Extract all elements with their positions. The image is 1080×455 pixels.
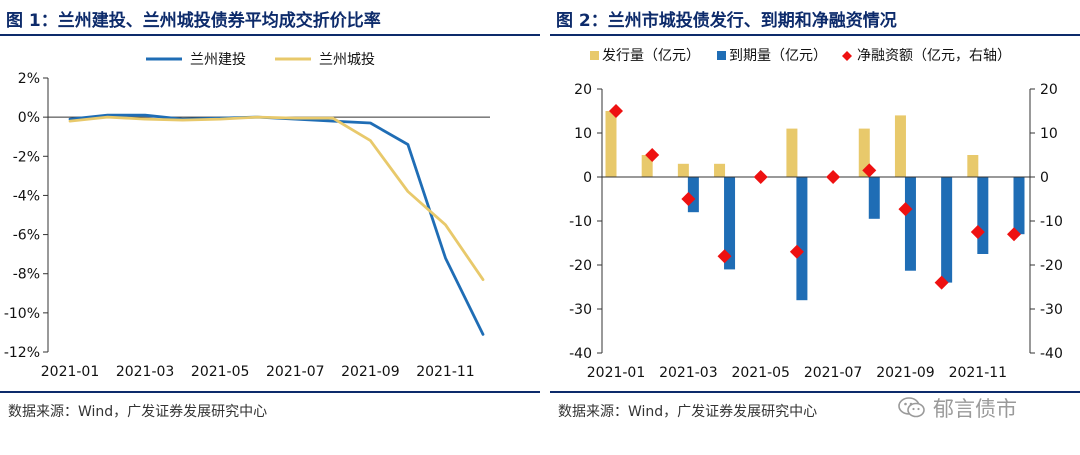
y2-tick-label: 0 [1040,170,1049,186]
x-tick-label: 2021-03 [116,364,175,380]
y-tick-label: -6% [13,228,40,244]
y-tick-label: -30 [569,302,592,318]
watermark-text: 郁言债市 [933,397,1017,421]
chart-title-bar: 图 1：兰州建投、兰州城投债券平均成交折价比率 [0,0,540,34]
marker-net-financing [970,225,985,239]
x-tick-label: 2021-11 [416,364,475,380]
watermark: 郁言债市 [897,393,1017,423]
bar-issuance [967,155,979,177]
bar-issuance [714,163,726,177]
x-tick-label: 2021-07 [804,365,863,381]
x-tick-label: 2021-07 [266,364,325,380]
data-source-note: 数据来源：Wind，广发证券发展研究中心 [558,404,818,420]
chart-title: 图 2：兰州市城投债发行、到期和净融资情况 [556,11,897,31]
bar-issuance [858,128,870,177]
legend-label: 发行量（亿元） [602,48,700,64]
series-line [68,113,485,336]
marker-net-financing [826,170,841,184]
marker-net-financing [645,148,660,162]
chart-title-bar: 图 2：兰州市城投债发行、到期和净融资情况 [550,0,1080,34]
y2-tick-label: -20 [1040,258,1063,274]
legend-swatch [590,51,599,60]
series-line [68,115,485,282]
bottom-divider [0,391,540,393]
x-tick-label: 2021-01 [587,365,646,381]
x-tick-label: 2021-03 [659,365,718,381]
marker-net-financing [609,104,623,118]
bar-maturity [687,177,699,213]
marker-net-financing [898,202,913,217]
y2-tick-label: 20 [1040,82,1058,98]
line-chart: 2% 0% -2% -4% -6% -8% -10% -12%2021-01 2021-03 20… [4,52,490,380]
y-tick-label: 20 [574,82,592,98]
marker-net-financing [1007,227,1021,242]
y-tick-label: -10 [569,214,592,230]
chart-panel-left: 图 1：兰州建投、兰州城投债券平均成交折价比率 2% 0% -2% -4% -6% -8%… [0,0,540,420]
bar-chart: 20 20 10 10 0 0 -10 -10 -20 -20 -30 -30 -40 -40 2021-0… [569,48,1063,381]
x-tick-label: 2021-09 [341,364,400,380]
x-tick-label: 2021-01 [41,364,100,380]
y2-tick-label: -40 [1040,346,1063,362]
chart-title: 图 1：兰州建投、兰州城投债券平均成交折价比率 [6,11,381,31]
y-tick-label: -10% [4,306,40,322]
marker-net-financing [862,163,877,178]
y-tick-label: -20 [569,258,592,274]
y-tick-label: 2% [18,71,40,87]
marker-net-financing [717,249,732,264]
legend-label: 兰州建投 [190,52,246,68]
y2-tick-label: -30 [1040,302,1063,318]
y-tick-label: -40 [569,346,592,362]
marker-net-financing [681,192,696,206]
bar-maturity [941,177,953,283]
bar-maturity [1013,177,1025,235]
y2-tick-label: 10 [1040,126,1058,142]
bar-issuance [677,163,689,177]
x-tick-label: 2021-05 [731,365,790,381]
bar-issuance [641,155,653,177]
bar-maturity [868,177,880,219]
bar-maturity [724,177,736,270]
bar-maturity [977,177,989,254]
bar-issuance [894,115,906,177]
y-tick-label: -8% [13,267,40,283]
title-divider [550,34,1080,36]
y-tick-label: -12% [4,345,40,361]
marker-net-financing [753,170,768,184]
legend-label: 净融资额（亿元，右轴） [857,48,1011,64]
marker-net-financing [934,275,949,290]
bar-maturity [904,177,916,271]
y-tick-label: 0% [18,110,40,126]
bar-maturity [796,177,808,301]
marker-net-financing [789,244,804,259]
y-tick-label: -4% [13,188,40,204]
bottom-divider [550,391,1080,393]
legend-label: 兰州城投 [319,52,375,68]
legend-swatch [717,51,726,60]
y2-tick-label: -10 [1040,214,1063,230]
x-tick-label: 2021-09 [876,365,935,381]
bar-issuance [786,128,798,177]
data-source-note: 数据来源：Wind，广发证券发展研究中心 [8,404,268,420]
y-tick-label: 0 [583,170,592,186]
x-tick-label: 2021-11 [949,365,1008,381]
y-tick-label: -2% [13,149,40,165]
y-tick-label: 10 [574,126,592,142]
title-divider [0,34,540,36]
legend-swatch [842,51,852,61]
bar-issuance [605,111,617,177]
legend-label: 到期量（亿元） [729,48,827,64]
x-tick-label: 2021-05 [191,364,250,380]
wechat-icon [898,397,925,418]
chart-panel-right: 图 2：兰州市城投债发行、到期和净融资情况 20 20 10 10 0 0 -10 -10 -2… [550,0,1080,455]
